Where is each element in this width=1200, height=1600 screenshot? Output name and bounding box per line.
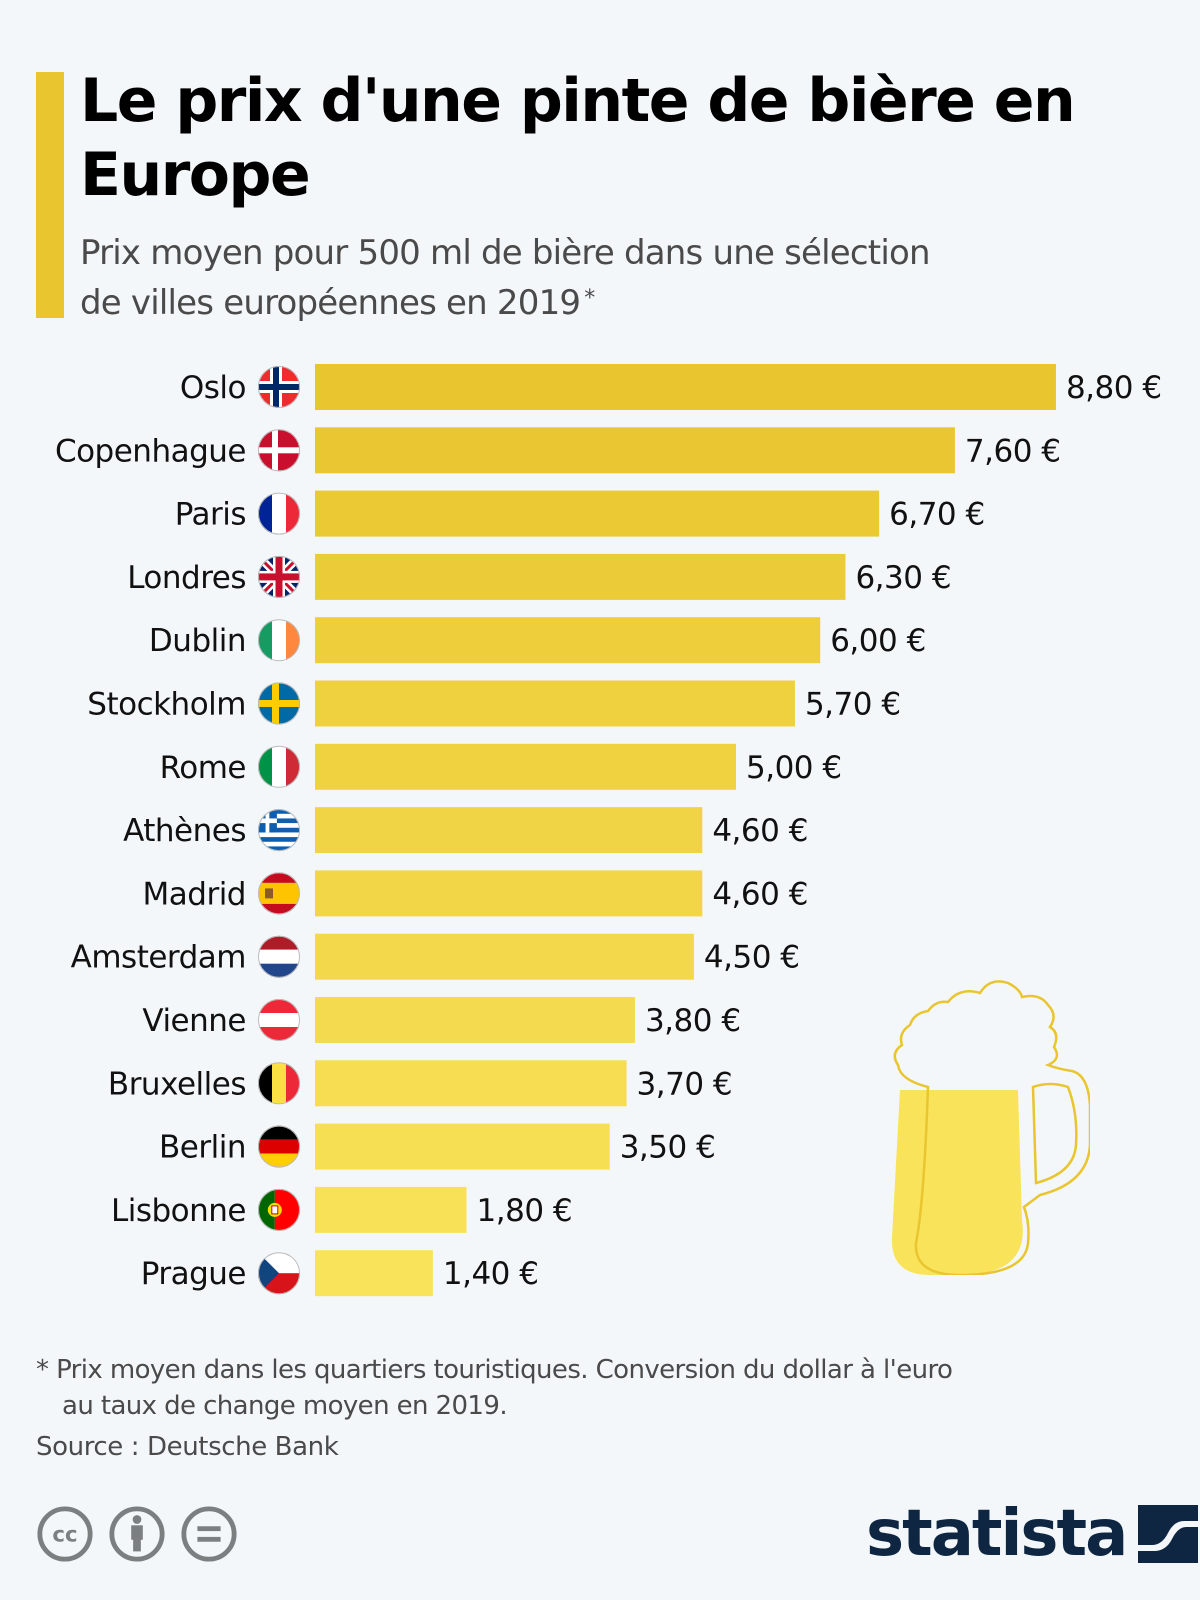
bar [315, 933, 694, 980]
city-label: Copenhague [55, 433, 246, 469]
city-label: Rome [160, 750, 246, 786]
license-icons: cc [36, 1505, 238, 1563]
value-label: 4,50 € [704, 940, 800, 976]
value-label: 6,30 € [855, 560, 951, 596]
chart-title: Le prix d'une pinte de bière en Europe [80, 66, 1076, 210]
bar [315, 870, 703, 917]
city-label: Stockholm [87, 687, 246, 723]
uk-flag [258, 555, 300, 598]
bar-row: Paris 6,70 € [175, 490, 985, 537]
bar-row: Stockholm 5,70 € [87, 680, 901, 727]
city-label: Madrid [143, 876, 246, 912]
city-label: Vienne [142, 1003, 246, 1039]
value-label: 6,00 € [830, 623, 926, 659]
statista-logo-text: statista [866, 1497, 1128, 1571]
city-label: Prague [141, 1256, 246, 1292]
italy-flag [258, 745, 300, 788]
bar-row: Rome 5,00 € [160, 743, 842, 790]
value-label: 3,80 € [645, 1003, 741, 1039]
attribution-icon[interactable] [108, 1505, 166, 1563]
value-label: 5,00 € [746, 750, 842, 786]
bar-row: Bruxelles 3,70 € [108, 1060, 733, 1107]
cc-icon[interactable]: cc [36, 1505, 94, 1563]
value-label: 4,60 € [712, 813, 808, 849]
bar-row: Athènes 4,60 € [123, 807, 808, 854]
bar [315, 1186, 467, 1233]
value-label: 3,70 € [637, 1066, 733, 1102]
subtitle-text: Prix moyen pour 500 ml de bière dans une… [80, 233, 931, 323]
city-label: Lisbonne [111, 1193, 246, 1229]
footnote-line-2: au taux de change moyen en 2019. [62, 1391, 508, 1421]
bar-row: Vienne 3,80 € [142, 997, 741, 1043]
bar [315, 427, 955, 474]
bar [315, 1250, 433, 1297]
bar-row: Madrid 4,60 € [143, 870, 808, 917]
bar [315, 553, 846, 600]
germany-flag [258, 1125, 300, 1168]
greece-flag [258, 809, 300, 852]
footnote: * Prix moyen dans les quartiers touristi… [36, 1352, 1136, 1424]
source-text: Source : Deutsche Bank [36, 1432, 339, 1462]
bar [315, 997, 635, 1043]
city-label: Londres [127, 560, 246, 596]
bar-row: Londres 6,30 € [127, 553, 952, 600]
bar-row: Copenhague 7,60 € [55, 427, 1061, 474]
statista-logo[interactable]: statista [866, 1497, 1199, 1571]
bar [315, 807, 703, 854]
belgium-flag [258, 1062, 300, 1105]
bar-row: Lisbonne 1,80 € [111, 1186, 573, 1233]
bar-row: Dublin 6,00 € [149, 617, 926, 664]
city-label: Oslo [180, 370, 246, 406]
portugal-flag [258, 1188, 300, 1231]
city-label: Amsterdam [71, 940, 246, 976]
subtitle-footnote-marker: * [584, 286, 595, 311]
bar-row: Amsterdam 4,50 € [71, 933, 800, 980]
city-label: Paris [175, 497, 246, 533]
value-label: 4,60 € [712, 876, 808, 912]
bar-row: Oslo 8,80 € [180, 364, 1162, 410]
value-label: 8,80 € [1066, 370, 1162, 406]
bar [315, 680, 795, 727]
footnote-line-1: * Prix moyen dans les quartiers touristi… [36, 1355, 953, 1385]
netherlands-flag [258, 935, 300, 978]
bar-row: Berlin 3,50 € [159, 1123, 716, 1170]
bar [315, 364, 1056, 410]
norway-flag [258, 366, 300, 408]
value-label: 3,50 € [620, 1130, 716, 1166]
no-derivatives-icon[interactable] [180, 1505, 238, 1563]
value-label: 1,80 € [477, 1193, 573, 1229]
czech-flag [258, 1252, 300, 1295]
svg-text:cc: cc [52, 1523, 77, 1548]
chart-rows: Oslo 8,80 € Copenhague 7,60 € Paris 6,70 € Lon… [55, 364, 1162, 1297]
bar [315, 490, 880, 537]
bar-row: Prague 1,40 € [141, 1250, 539, 1297]
value-label: 1,40 € [443, 1256, 539, 1292]
sweden-flag [258, 682, 300, 725]
spain-flag [258, 872, 300, 915]
city-label: Bruxelles [108, 1066, 246, 1102]
value-label: 6,70 € [889, 497, 985, 533]
bar [315, 743, 736, 790]
bar [315, 1123, 610, 1170]
value-label: 5,70 € [805, 687, 901, 723]
france-flag [258, 492, 300, 535]
city-label: Berlin [159, 1130, 246, 1166]
city-label: Athènes [123, 813, 246, 849]
austria-flag [258, 999, 300, 1041]
value-label: 7,60 € [965, 433, 1061, 469]
beer-mug-icon [891, 980, 1090, 1275]
denmark-flag [258, 429, 300, 472]
ireland-flag [258, 619, 300, 662]
bar [315, 1060, 627, 1107]
chart-subtitle: Prix moyen pour 500 ml de bière dans une… [80, 228, 980, 328]
statista-logo-mark-icon [1138, 1505, 1199, 1563]
city-label: Dublin [149, 623, 246, 659]
title-accent-bar [36, 72, 64, 318]
bar [315, 617, 821, 664]
